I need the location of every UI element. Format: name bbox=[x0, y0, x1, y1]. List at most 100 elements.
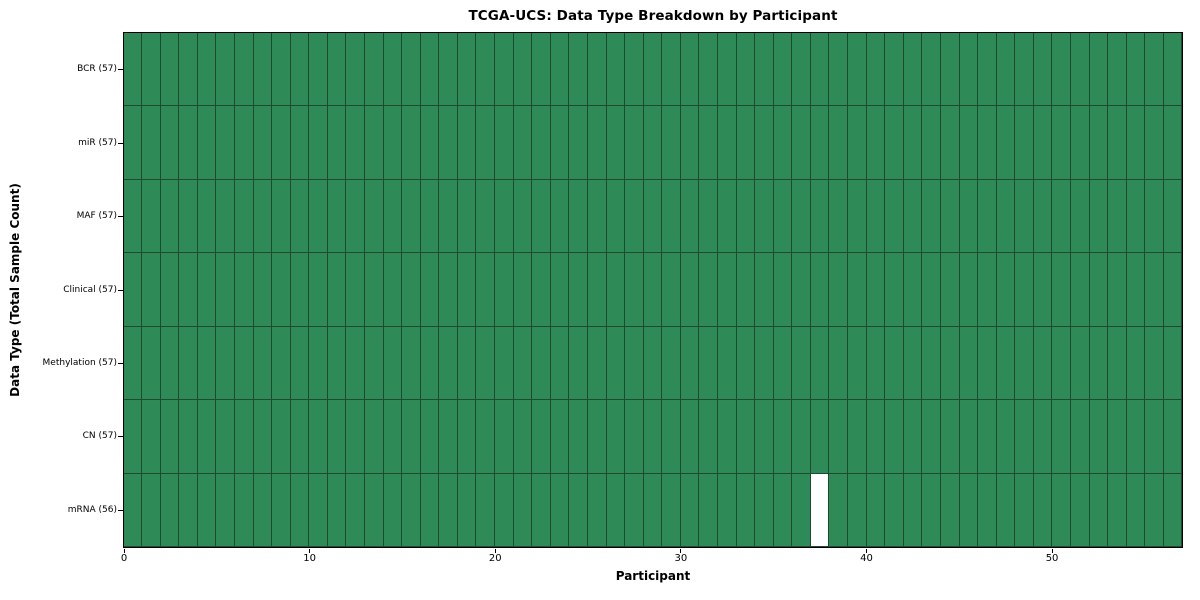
heatmap-cell bbox=[123, 253, 142, 326]
heatmap-cell bbox=[234, 32, 253, 106]
heatmap-cell bbox=[383, 326, 402, 400]
heatmap-cell bbox=[383, 106, 402, 179]
heatmap-cell bbox=[402, 473, 420, 547]
heatmap-cell bbox=[495, 106, 513, 179]
heatmap-cell bbox=[1033, 473, 1052, 547]
heatmap-cell bbox=[1071, 400, 1089, 473]
heatmap-cell bbox=[978, 253, 996, 326]
heatmap-cell bbox=[940, 253, 959, 326]
heatmap-cell bbox=[197, 32, 216, 106]
heatmap-cell bbox=[346, 473, 365, 547]
heatmap-cell bbox=[922, 106, 940, 179]
heatmap-cell bbox=[1089, 106, 1108, 179]
heatmap-cell bbox=[1071, 473, 1089, 547]
heatmap-cell bbox=[216, 32, 234, 106]
heatmap-cell bbox=[996, 106, 1015, 179]
heatmap-cell bbox=[420, 400, 439, 473]
heatmap-cell bbox=[885, 326, 903, 400]
heatmap-cell bbox=[550, 106, 569, 179]
heatmap-cell bbox=[736, 179, 755, 253]
heatmap-cell bbox=[903, 326, 922, 400]
heatmap-cell bbox=[606, 179, 625, 253]
heatmap-cell bbox=[216, 179, 234, 253]
heatmap-cell bbox=[327, 326, 346, 400]
heatmap-cell bbox=[1052, 32, 1071, 106]
heatmap-cell bbox=[810, 32, 829, 106]
heatmap-cell bbox=[773, 179, 792, 253]
heatmap-cell bbox=[476, 253, 495, 326]
heatmap-cell bbox=[123, 326, 142, 400]
heatmap-cell bbox=[829, 473, 848, 547]
heatmap-cell bbox=[866, 253, 885, 326]
heatmap-cell bbox=[1108, 326, 1126, 400]
heatmap-cell bbox=[643, 179, 662, 253]
y-axis-tick-label: MAF (57) bbox=[76, 211, 117, 222]
heatmap-cell bbox=[1015, 473, 1033, 547]
heatmap-cell bbox=[253, 473, 272, 547]
heatmap-cell bbox=[197, 400, 216, 473]
heatmap-cell bbox=[420, 473, 439, 547]
heatmap-cell bbox=[439, 253, 457, 326]
y-axis-tick-label: Clinical (57) bbox=[63, 284, 117, 295]
heatmap-cell bbox=[1033, 179, 1052, 253]
heatmap-cell bbox=[848, 473, 866, 547]
heatmap-cell bbox=[1052, 253, 1071, 326]
heatmap-cell bbox=[365, 326, 383, 400]
heatmap-cell bbox=[290, 400, 309, 473]
heatmap-cell bbox=[234, 473, 253, 547]
heatmap-cell bbox=[346, 400, 365, 473]
heatmap-cell bbox=[272, 106, 290, 179]
heatmap-cell bbox=[736, 32, 755, 106]
heatmap-cell bbox=[959, 473, 978, 547]
heatmap-cell bbox=[216, 106, 234, 179]
x-axis-label: Participant bbox=[615, 569, 691, 583]
heatmap-cell bbox=[216, 326, 234, 400]
heatmap-cell bbox=[922, 326, 940, 400]
y-axis-tick-label: Methylation (57) bbox=[42, 357, 117, 368]
heatmap-cell bbox=[309, 253, 327, 326]
heatmap-cell bbox=[439, 473, 457, 547]
x-axis-tick-label: 40 bbox=[860, 553, 873, 564]
heatmap-cell bbox=[1052, 326, 1071, 400]
heatmap-cell bbox=[959, 400, 978, 473]
y-axis-tick bbox=[118, 142, 123, 144]
heatmap-cell bbox=[142, 473, 160, 547]
heatmap-cell bbox=[903, 253, 922, 326]
heatmap-cell bbox=[1126, 400, 1145, 473]
heatmap-cell bbox=[439, 400, 457, 473]
heatmap-cell bbox=[1071, 179, 1089, 253]
heatmap-cell bbox=[532, 179, 550, 253]
heatmap-cell bbox=[197, 179, 216, 253]
heatmap-cell bbox=[253, 400, 272, 473]
heatmap-cell bbox=[420, 32, 439, 106]
heatmap-cell bbox=[272, 473, 290, 547]
x-axis-tick bbox=[865, 548, 867, 553]
heatmap-cell bbox=[903, 32, 922, 106]
heatmap-cell bbox=[903, 400, 922, 473]
heatmap-cell bbox=[550, 253, 569, 326]
heatmap-cell bbox=[495, 253, 513, 326]
heatmap-cell bbox=[179, 179, 197, 253]
heatmap-cell bbox=[402, 400, 420, 473]
heatmap-cell bbox=[885, 253, 903, 326]
heatmap-cell bbox=[606, 106, 625, 179]
heatmap-cell bbox=[142, 32, 160, 106]
heatmap-cell bbox=[718, 32, 736, 106]
heatmap-cell bbox=[160, 326, 179, 400]
heatmap-cell bbox=[940, 400, 959, 473]
heatmap-cell bbox=[662, 179, 680, 253]
x-axis-tick bbox=[123, 548, 125, 553]
heatmap-cell bbox=[290, 179, 309, 253]
heatmap-cell bbox=[792, 473, 810, 547]
heatmap-cell bbox=[1126, 32, 1145, 106]
heatmap-cell bbox=[736, 106, 755, 179]
heatmap-cell bbox=[234, 179, 253, 253]
heatmap-cell bbox=[569, 106, 587, 179]
heatmap-cell bbox=[439, 179, 457, 253]
heatmap-cell bbox=[996, 253, 1015, 326]
heatmap-cell bbox=[1015, 179, 1033, 253]
heatmap-cell bbox=[1126, 326, 1145, 400]
heatmap-cell bbox=[996, 32, 1015, 106]
y-axis-label: Data Type (Total Sample Count) bbox=[8, 183, 22, 397]
heatmap-cell bbox=[1052, 400, 1071, 473]
